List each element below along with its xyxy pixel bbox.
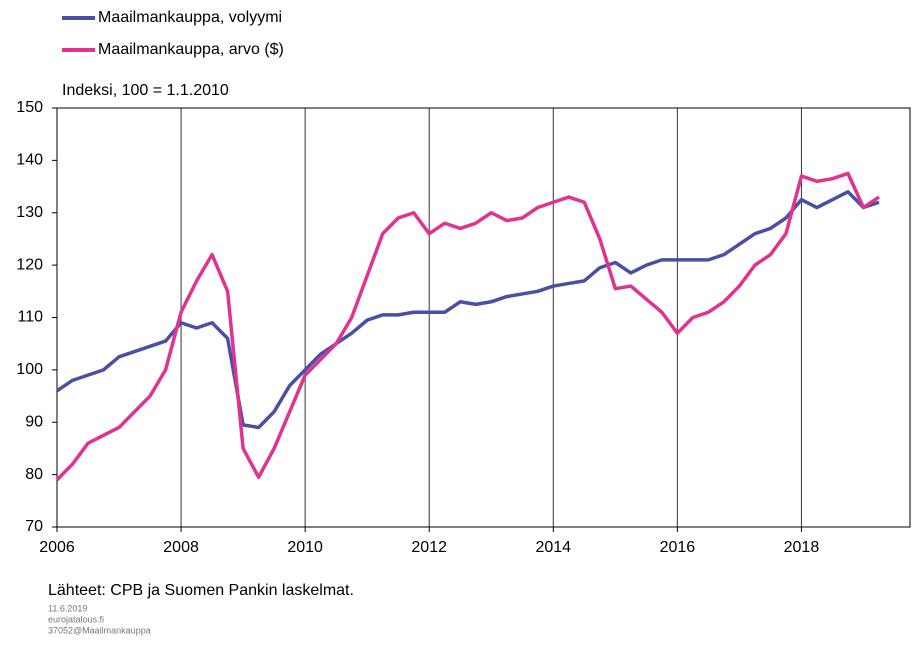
x-tick-label: 2006 xyxy=(39,539,75,556)
line-series xyxy=(56,190,880,430)
y-tick-label: 130 xyxy=(16,204,43,221)
x-tick-label: 2014 xyxy=(535,539,571,556)
y-tick-label: 80 xyxy=(25,466,43,483)
x-tick-label: 2010 xyxy=(287,539,323,556)
x-tick-label: 2018 xyxy=(784,539,820,556)
x-tick-label: 2016 xyxy=(660,539,696,556)
y-tick-label: 150 xyxy=(16,99,43,116)
legend-label: Maailmankauppa, volyymi xyxy=(98,9,282,26)
line-series xyxy=(55,171,880,482)
plot-frame xyxy=(56,107,911,528)
y-tick-label: 120 xyxy=(16,256,43,273)
footnote: 37052@Maailmankauppa xyxy=(48,625,151,635)
x-tick-label: 2008 xyxy=(163,539,199,556)
source: Lähteet: CPB ja Suomen Pankin laskelmat. xyxy=(48,582,354,599)
y-tick-label: 90 xyxy=(25,413,43,430)
footnote: eurojatalous.fi xyxy=(48,614,104,624)
legend-label: Maailmankauppa, arvo ($) xyxy=(98,41,284,58)
y-tick-label: 70 xyxy=(25,518,43,535)
y-tick-label: 110 xyxy=(17,309,43,326)
x-tick-label: 2012 xyxy=(411,539,447,556)
y-tick-label: 140 xyxy=(16,152,43,169)
footnote: 11.6.2019 xyxy=(48,603,87,613)
y-tick-label: 100 xyxy=(16,361,43,378)
subtitle: Indeksi, 100 = 1.1.2010 xyxy=(62,82,229,99)
